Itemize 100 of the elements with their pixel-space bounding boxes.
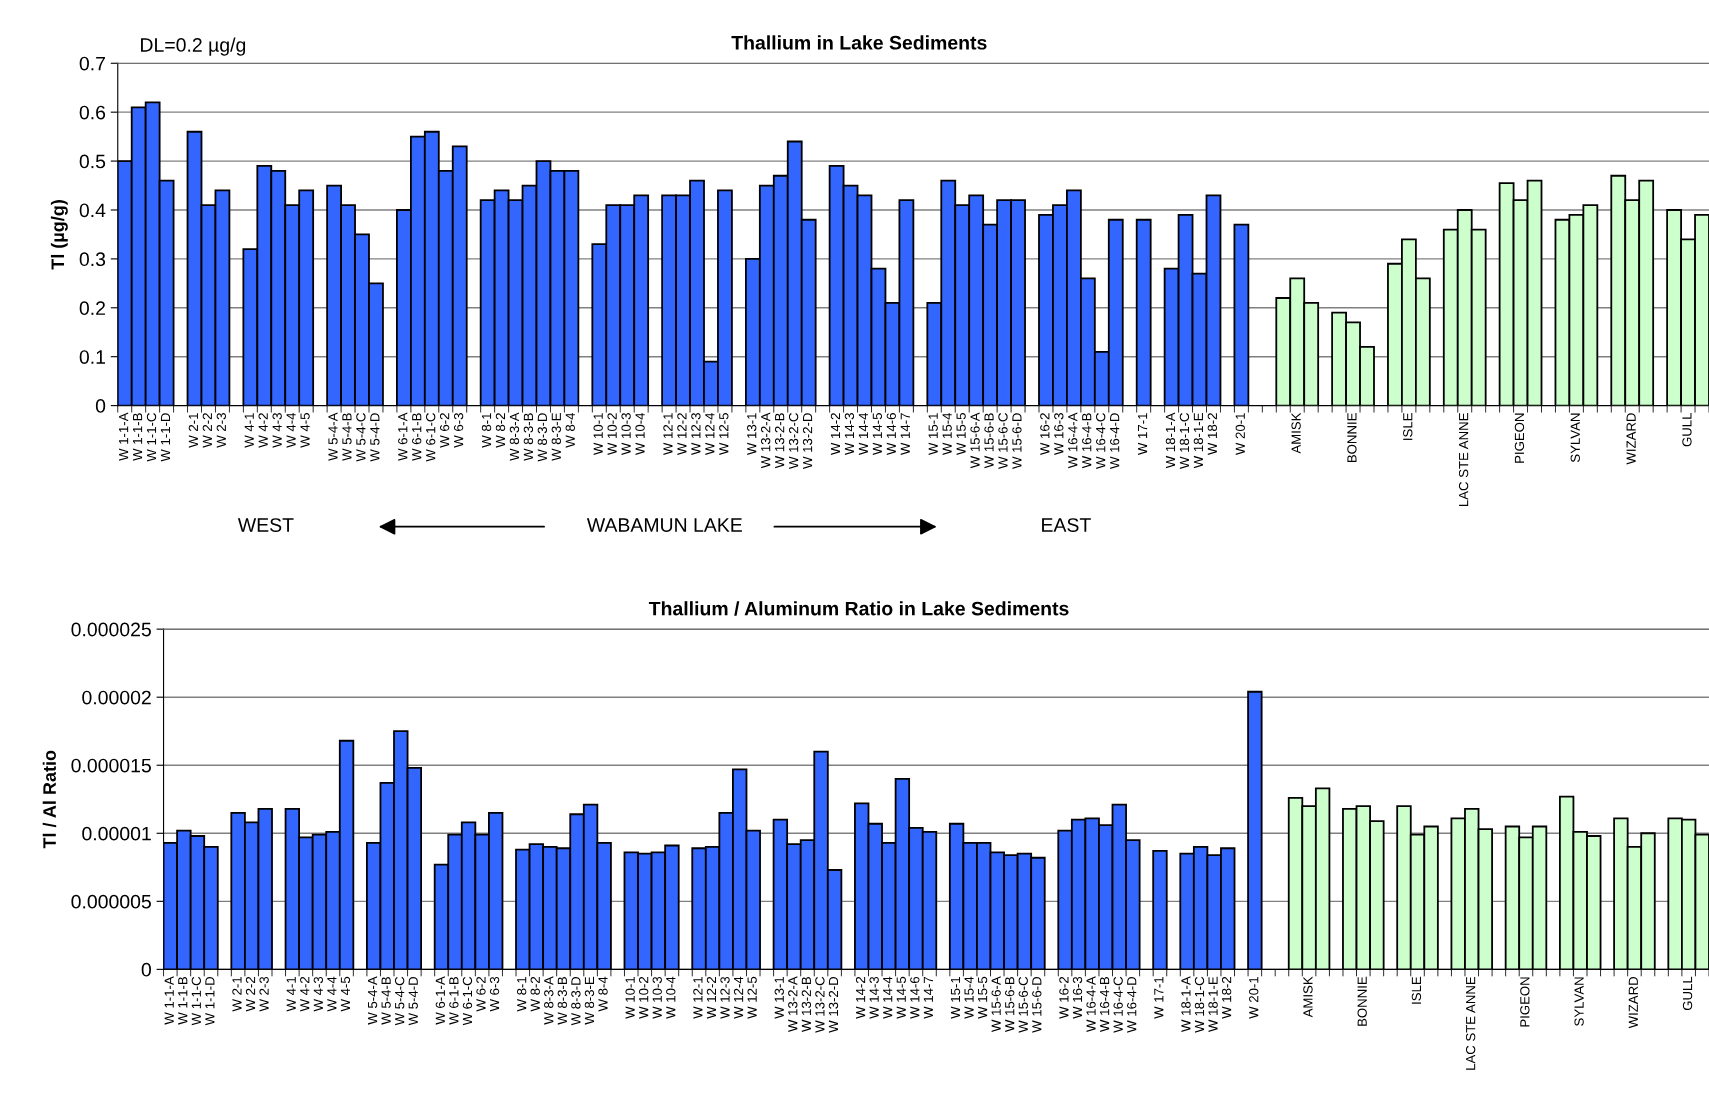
x-tick-label: W 6-1-C <box>426 413 436 462</box>
bar <box>1135 218 1152 406</box>
x-tick-label: W 15-6-A <box>991 976 1001 1032</box>
x-tick-label: W 12-1 <box>693 976 703 1019</box>
x-tick-label: W 17-1 <box>1138 413 1148 456</box>
x-tick-label: W 5-4-B <box>342 413 352 461</box>
x-tick-label: W 6-1-C <box>462 976 473 1026</box>
x-tick-label: W 14-7 <box>923 976 933 1019</box>
y-axis-title: Tl (µg/g) <box>50 200 68 270</box>
x-tick-label: W 13-2-B <box>774 413 785 469</box>
x-tick-label: W 4-2 <box>258 413 268 448</box>
y-tick-label: 0.3 <box>79 252 106 267</box>
x-tick-label: AMISK <box>1303 976 1313 1018</box>
x-tick-label: W 18-2 <box>1221 976 1232 1019</box>
y-tick-label: 0.000005 <box>71 894 151 909</box>
x-tick-label: WIZARD <box>1628 976 1638 1029</box>
x-tick-label: W 14-5 <box>872 413 883 456</box>
x-tick-label: W 8-3-D <box>537 413 548 462</box>
x-tick-label: W 5-4-A <box>368 976 378 1025</box>
x-tick-label: W 15-6-C <box>1018 976 1028 1033</box>
x-tick-label: W 15-4 <box>964 976 974 1019</box>
x-tick-label: W 10-4 <box>635 412 645 456</box>
x-tick-label: W 14-3 <box>869 976 879 1019</box>
x-tick-label: W 4-1 <box>286 976 296 1012</box>
x-tick-label: W 15-6-D <box>1032 976 1042 1033</box>
x-tick-label: W 4-1 <box>244 413 254 448</box>
x-tick-label: W 14-5 <box>896 976 906 1019</box>
x-tick-label: W 10-1 <box>625 976 635 1019</box>
x-tick-label: W 13-1 <box>747 413 757 456</box>
x-tick-label: W 5-4-C <box>356 413 366 462</box>
x-tick-label: W 18-1-C <box>1194 976 1205 1033</box>
x-tick-label: W 16-4-B <box>1099 977 1110 1032</box>
x-tick-label: W 13-2-C <box>815 976 825 1033</box>
text: WABAMUN LAKE <box>586 518 742 532</box>
x-tick-label: W 1-1-A <box>164 976 174 1025</box>
x-tick-label: W 8-2 <box>530 976 540 1012</box>
x-tick-label: W 2-3 <box>216 413 226 448</box>
x-tick-label: W 10-3 <box>652 976 662 1019</box>
x-tick-label: W 2-1 <box>188 413 198 448</box>
x-tick-label: W 10-4 <box>666 976 676 1019</box>
x-tick-label: W 16-2 <box>1059 976 1069 1019</box>
x-tick-label: W 4-3 <box>313 976 323 1012</box>
x-tick-label: W 12-2 <box>677 413 687 456</box>
x-tick-label: W 13-2-B <box>801 977 812 1032</box>
x-tick-label: W 14-4 <box>858 412 868 456</box>
x-tick-label: W 8-3-E <box>584 976 595 1025</box>
x-tick-label: W 1-1-D <box>205 976 215 1026</box>
x-tick-label: W 15-6-A <box>970 412 980 469</box>
x-tick-label: W 13-2-A <box>761 412 771 469</box>
x-tick-label: W 5-4-D <box>408 976 418 1026</box>
x-tick-label: W 15-4 <box>942 412 952 456</box>
x-tick-label: W 6-1-A <box>398 412 408 461</box>
x-tick-label: ISLE <box>1411 976 1422 1004</box>
x-tick-label: W 8-2 <box>495 413 506 448</box>
x-tick-label: W 14-6 <box>886 413 896 456</box>
y-tick-label: 0.5 <box>79 154 106 169</box>
x-tick-label: W 2-3 <box>259 976 269 1012</box>
x-tick-label: W 18-1-E <box>1208 976 1218 1032</box>
x-tick-label: W 12-4 <box>705 412 715 456</box>
y-tick-label: 0 <box>95 399 106 413</box>
x-tick-label: WIZARD <box>1626 413 1636 465</box>
x-tick-label: ISLE <box>1403 413 1413 440</box>
x-tick-label: W 16-3 <box>1054 413 1064 456</box>
x-tick-label: GULL <box>1682 976 1693 1011</box>
x-tick-label: W 5-4-C <box>394 976 405 1026</box>
y-tick-label: 0.6 <box>79 105 106 120</box>
x-tick-label: W 18-1-A <box>1181 976 1191 1032</box>
x-tick-label: W 5-4-B <box>381 977 391 1025</box>
x-tick-label: W 13-2-A <box>788 976 798 1032</box>
x-tick-label: W 2-2 <box>202 413 212 448</box>
x-tick-label: W 8-4 <box>565 412 575 448</box>
x-tick-label: W 18-1-C <box>1179 413 1190 469</box>
x-tick-label: W 8-3-A <box>544 976 554 1025</box>
x-tick-label: W 13-1 <box>774 976 784 1019</box>
chart-title: Thallium / Aluminum Ratio in Lake Sediments <box>648 601 1069 616</box>
x-tick-label: W 16-4-D <box>1127 976 1137 1033</box>
x-tick-label: W 6-3 <box>453 413 464 448</box>
x-tick-label: W 12-5 <box>747 976 757 1019</box>
x-tick-label: W 15-1 <box>928 413 938 456</box>
bar <box>1233 223 1250 406</box>
x-tick-label: W 16-4-C <box>1096 413 1106 469</box>
x-tick-label: W 18-1-A <box>1165 412 1176 469</box>
x-tick-label: W 8-3-A <box>509 412 520 461</box>
x-tick-label: W 10-2 <box>639 976 649 1019</box>
y-tick-label: 0.2 <box>79 301 105 316</box>
y-tick-label: 0.4 <box>79 203 106 218</box>
x-tick-label: W 12-4 <box>733 976 744 1019</box>
x-tick-label: W 8-3-D <box>571 976 581 1026</box>
x-tick-label: W 2-1 <box>232 976 242 1012</box>
x-tick-label: BONNIE <box>1357 976 1367 1026</box>
x-tick-label: W 4-4 <box>286 412 296 448</box>
x-tick-label: AMISK <box>1291 412 1301 454</box>
x-tick-label: W 12-5 <box>719 413 729 456</box>
y-tick-label: 0.1 <box>79 350 105 364</box>
x-tick-label: W 15-5 <box>978 976 988 1019</box>
y-axis-title: Tl / Al Ratio <box>42 750 57 849</box>
x-tick-label: W 20-1 <box>1235 413 1245 456</box>
x-tick-label: W 14-2 <box>830 413 841 456</box>
x-tick-label: W 4-5 <box>340 976 351 1012</box>
x-tick-label: W 16-4-D <box>1109 413 1120 469</box>
